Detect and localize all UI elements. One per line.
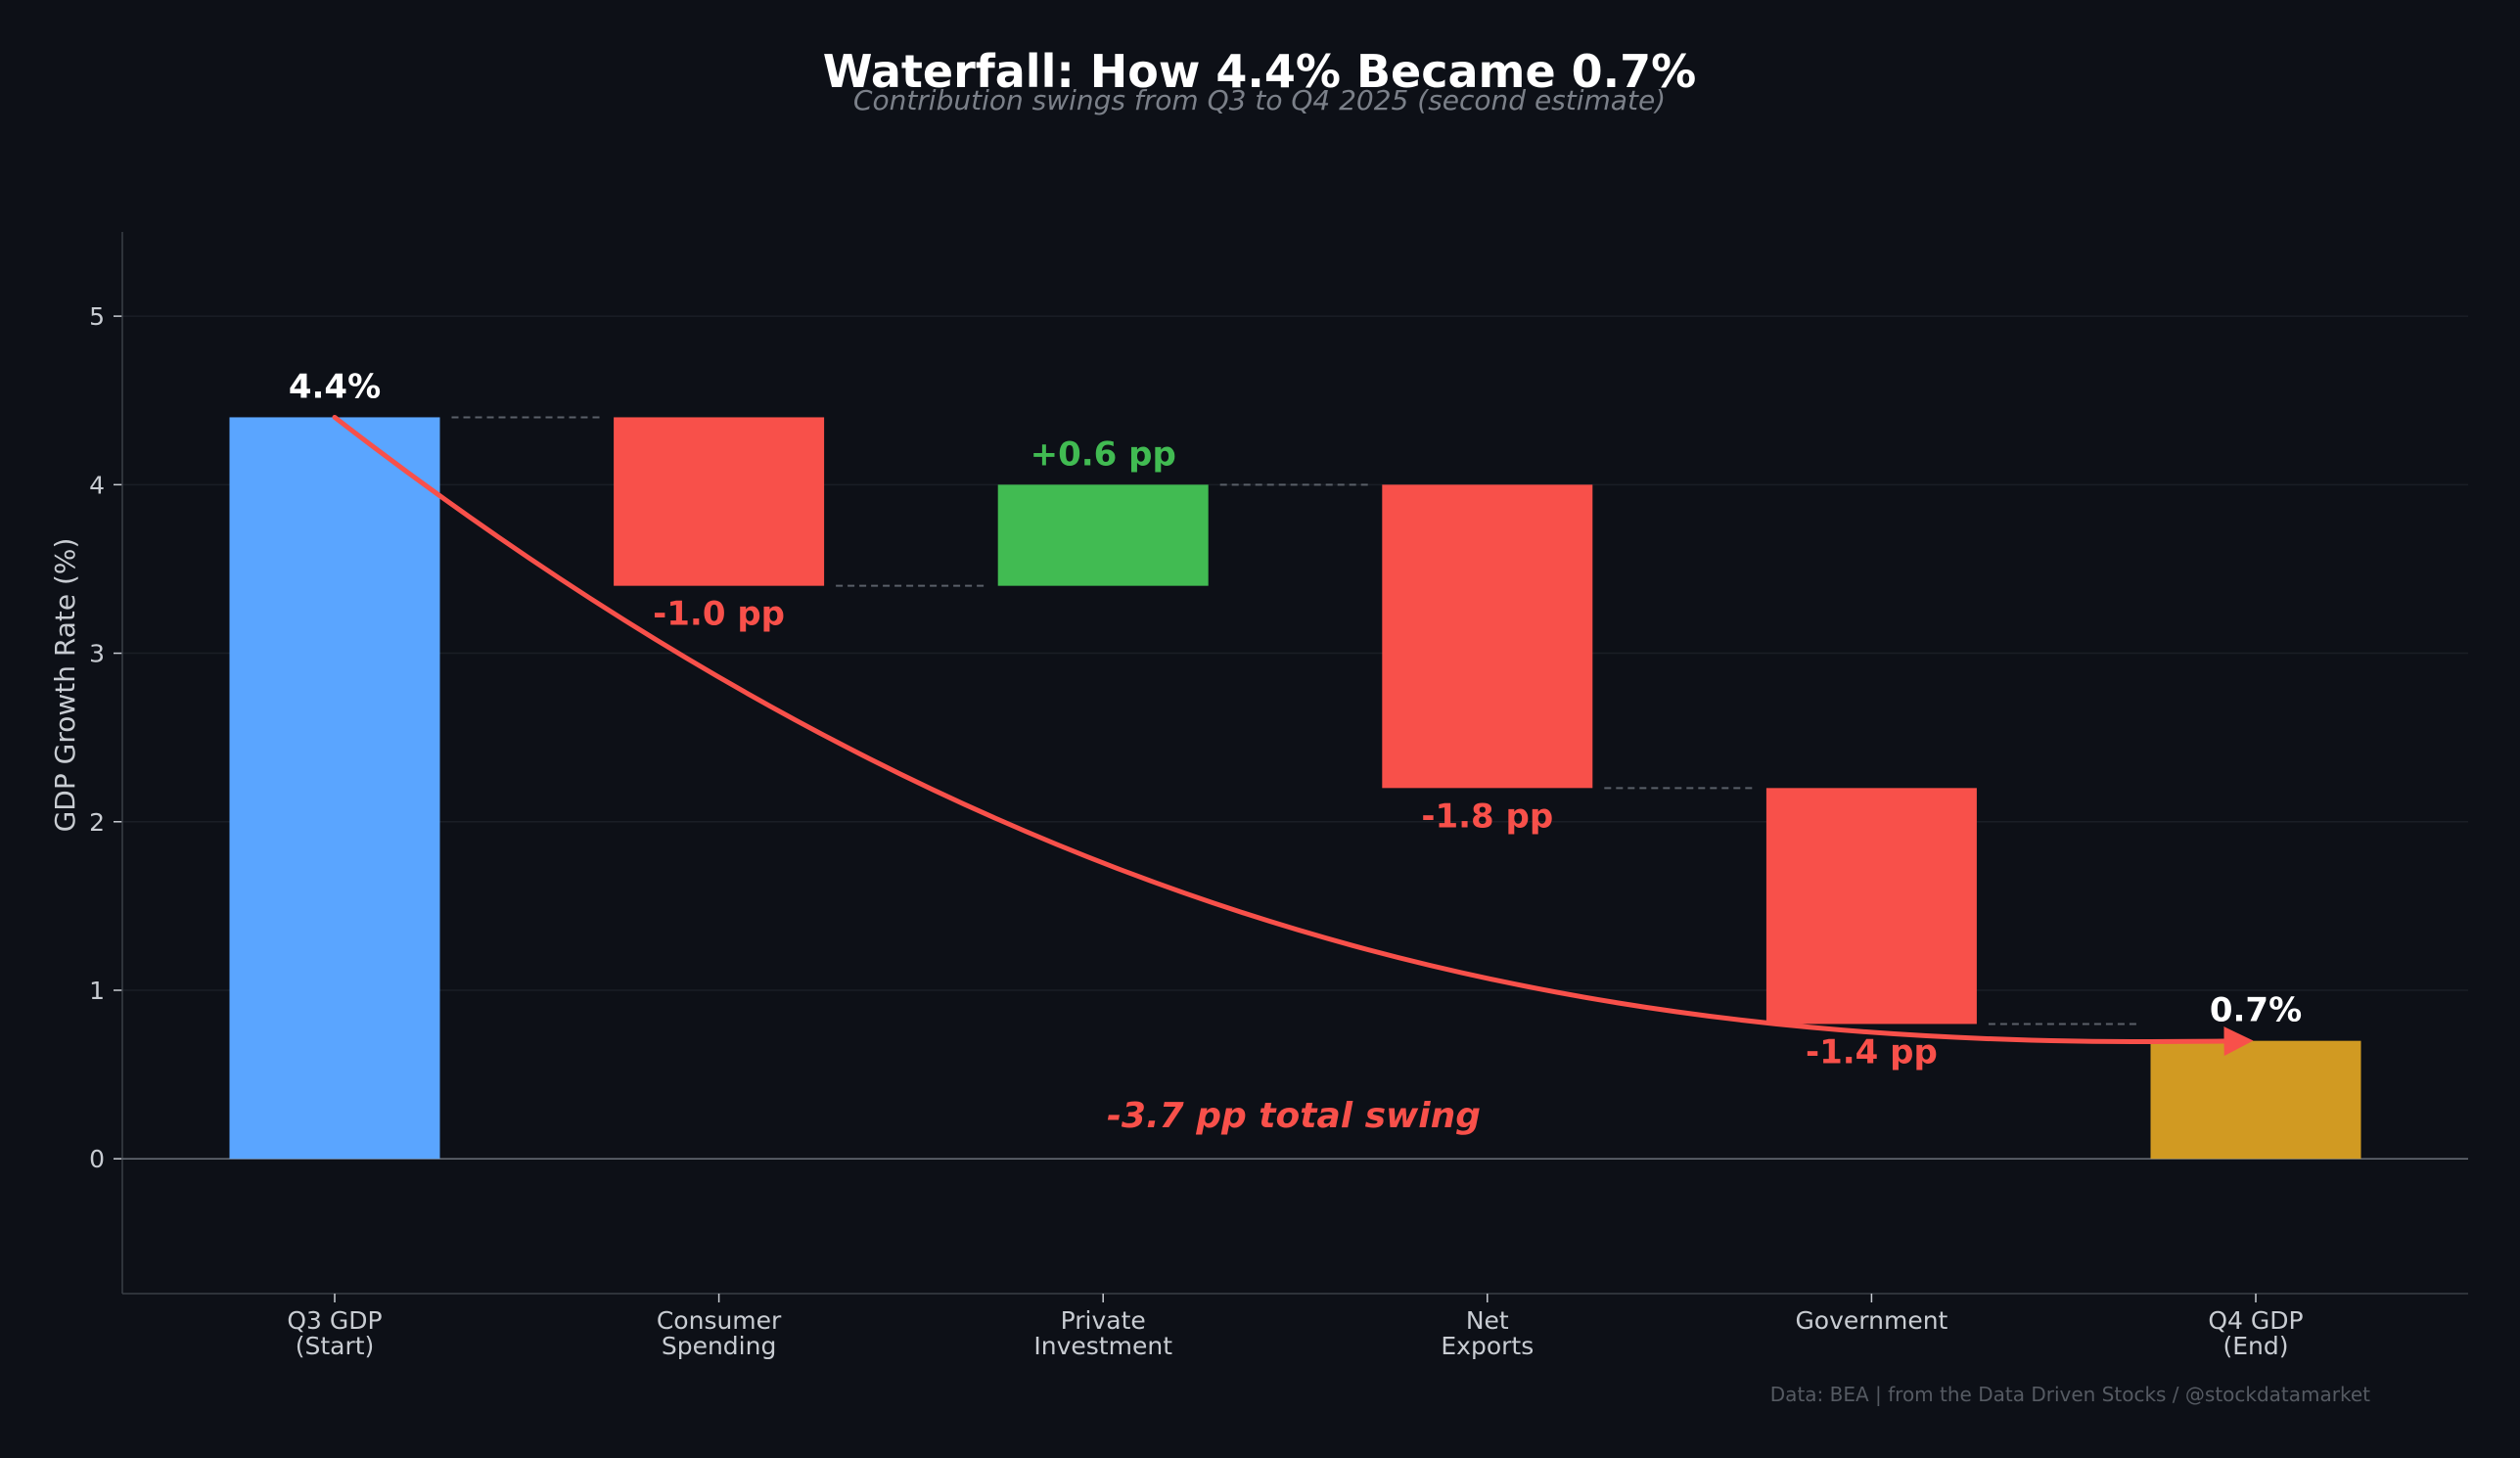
total-swing-arrow — [332, 414, 2254, 1057]
bar-0 — [229, 417, 440, 1160]
x-tick-label: Q3 GDP (Start) — [287, 1306, 382, 1360]
bar-1 — [614, 417, 825, 586]
bar-value-label: 0.7% — [2210, 991, 2302, 1030]
y-tick-label: 0 — [89, 1145, 105, 1173]
y-tick-label: 5 — [89, 302, 105, 331]
y-tick-label: 1 — [89, 977, 105, 1005]
bar-5 — [2150, 1040, 2361, 1160]
source-note: Data: BEA | from the Data Driven Stocks … — [1770, 1383, 2370, 1406]
chart-subtitle: Contribution swings from Q3 to Q4 2025 (… — [853, 84, 1666, 116]
bar-4 — [1765, 788, 1977, 1025]
bar-2 — [997, 484, 1209, 586]
x-tick-label: Q4 GDP (End) — [2208, 1306, 2303, 1360]
y-tick-label: 3 — [89, 640, 105, 668]
bar-value-label: -1.0 pp — [653, 595, 785, 634]
y-tick-label: 2 — [89, 808, 105, 837]
x-tick-label: Government — [1795, 1306, 1947, 1335]
bar-value-label: +0.6 pp — [1031, 434, 1176, 474]
x-tick-label: Private Investment — [1033, 1306, 1172, 1360]
bar-3 — [1382, 484, 1593, 789]
bar-value-label: -1.8 pp — [1421, 797, 1553, 836]
bar-value-label: -1.4 pp — [1806, 1032, 1938, 1071]
x-tick-label: Net Exports — [1441, 1306, 1534, 1360]
bar-value-label: 4.4% — [289, 367, 381, 406]
total-swing-annotation: -3.7 pp total swing — [1107, 1096, 1481, 1136]
y-tick-label: 4 — [89, 471, 105, 499]
chart-title: Waterfall: How 4.4% Became 0.7% — [823, 45, 1697, 98]
x-tick-label: Consumer Spending — [657, 1306, 782, 1360]
y-axis-label: GDP Growth Rate (%) — [49, 538, 81, 833]
